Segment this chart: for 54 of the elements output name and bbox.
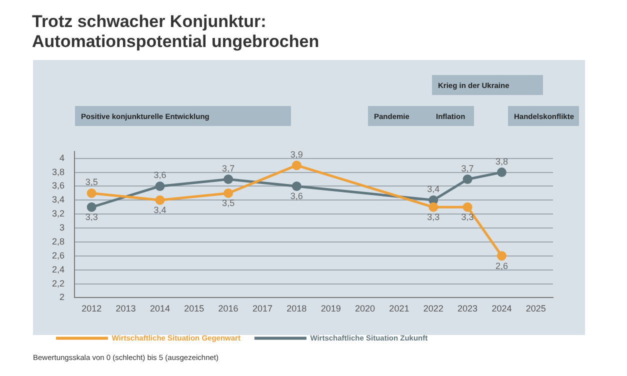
x-tick-label: 2015 (184, 304, 204, 314)
y-tick-label: 2,6 (52, 250, 65, 260)
x-tick-label: 2022 (423, 304, 444, 314)
x-tick-label: 2019 (320, 304, 341, 314)
x-tick-label: 2021 (389, 304, 410, 314)
point (86, 188, 96, 198)
point (462, 174, 472, 184)
point (292, 181, 302, 191)
x-tick-label: 2014 (150, 304, 170, 314)
y-tick-label: 4 (59, 152, 65, 163)
data-label: 3,9 (290, 149, 303, 160)
x-tick-label: 2024 (492, 304, 512, 314)
data-label: 3,4 (427, 184, 440, 194)
point (428, 195, 438, 205)
x-tick-label: 2018 (286, 304, 307, 314)
x-tick-label: 2016 (218, 304, 238, 314)
chart-title: Trotz schwacher Konjunktur: Automationspotential ungebrochen (32, 12, 320, 52)
point (292, 160, 302, 170)
data-label: 3,3 (85, 212, 98, 222)
data-label: 3,6 (154, 170, 166, 180)
y-tick-label: 2,2 (52, 278, 65, 288)
data-label: 3,5 (85, 177, 98, 188)
point (86, 202, 96, 212)
x-tick-label: 2023 (458, 304, 478, 314)
point (428, 202, 438, 212)
x-tick-label: 2020 (355, 304, 376, 314)
data-label: 2,6 (495, 260, 508, 271)
data-label: 3,7 (222, 163, 235, 174)
point (224, 174, 234, 184)
point (155, 195, 165, 205)
x-tick-label: 2012 (82, 304, 102, 314)
y-tick-label: 3,8 (52, 166, 65, 177)
y-tick-label: 3,2 (52, 208, 65, 219)
data-label: 3,8 (495, 156, 508, 166)
data-label: 3,4 (154, 205, 166, 216)
point (496, 251, 506, 261)
point (496, 168, 506, 178)
y-tick-label: 3 (59, 222, 65, 233)
point (155, 181, 165, 191)
x-tick-label: 2013 (116, 304, 136, 314)
point (224, 188, 234, 198)
data-label: 3,6 (290, 191, 303, 202)
x-tick-label: 2017 (252, 304, 273, 314)
data-label: 3,3 (461, 212, 474, 222)
data-label: 3,5 (222, 198, 235, 208)
y-tick-label: 2,8 (52, 236, 65, 246)
x-tick-label: 2025 (526, 304, 546, 314)
y-tick-label: 3,6 (52, 180, 65, 191)
data-label: 3,3 (427, 212, 440, 222)
point (462, 202, 472, 212)
y-tick-label: 3,4 (52, 194, 65, 205)
y-tick-label: 2 (59, 292, 65, 302)
data-label: 3,7 (461, 163, 474, 174)
y-tick-label: 2,4 (52, 264, 65, 274)
